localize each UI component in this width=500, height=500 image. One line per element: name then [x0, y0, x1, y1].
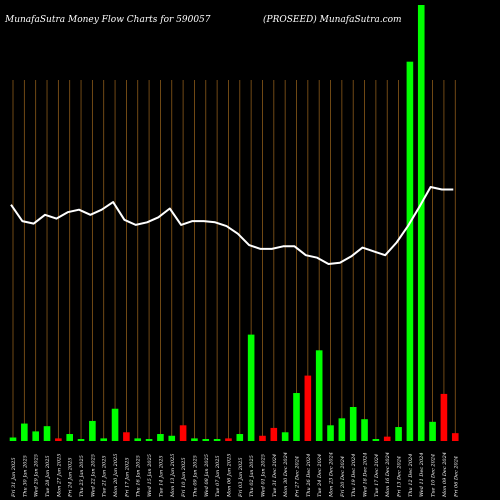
volume-bar	[77, 439, 85, 441]
volume-bar	[9, 437, 17, 441]
volume-bar	[213, 439, 221, 441]
volume-bar	[372, 439, 380, 441]
volume-bar	[315, 350, 323, 441]
volume-bar	[225, 438, 232, 441]
x-tick-label: Thu 12 Dec 2024	[408, 454, 414, 497]
volume-bar	[293, 393, 300, 441]
x-tick-label: Wed 01 Jan 2025	[260, 454, 266, 497]
x-tick-label: Fri 31 Jan 2025	[11, 457, 17, 498]
volume-bar	[281, 432, 289, 441]
volume-bar	[417, 5, 425, 441]
volume-bar	[111, 408, 119, 441]
x-tick-label: Thu 09 Jan 2025	[192, 455, 198, 497]
volume-bar	[43, 426, 51, 441]
volume-bar	[440, 393, 448, 441]
volume-bar	[451, 433, 459, 441]
x-tick-label: Thu 19 Dec 2024	[351, 454, 357, 497]
x-tick-label: Mon 30 Dec 2024	[283, 452, 289, 498]
volume-bar	[259, 435, 266, 441]
volume-bar	[168, 435, 176, 441]
x-tick-label: Fri 10 Jan 2025	[181, 457, 187, 498]
x-tick-label: Wed 08 Jan 2025	[204, 454, 210, 497]
volume-bar	[123, 432, 130, 441]
volume-bar	[21, 423, 28, 441]
volume-bar	[145, 439, 153, 441]
x-tick-label: Tue 10 Dec 2024	[431, 454, 437, 497]
volume-bar	[304, 375, 312, 441]
x-tick-label: Wed 29 Jan 2025	[34, 454, 40, 497]
x-tick-label: Mon 27 Jan 2025	[56, 454, 62, 498]
volume-bar	[191, 438, 198, 441]
volume-bar	[270, 427, 278, 441]
x-tick-label: Mon 13 Jan 2025	[170, 454, 176, 498]
x-tick-labels: Fri 31 Jan 2025 Thu 30 Jan 2025 Wed 29 Jan…	[11, 452, 459, 498]
x-tick-label: Fri 27 Dec 2024	[295, 456, 301, 498]
volume-bar	[55, 438, 62, 441]
x-tick-label: Fri 06 Dec 2024	[453, 456, 459, 498]
x-tick-label: Mon 09 Dec 2024	[442, 452, 448, 498]
x-tick-label: Thu 23 Jan 2025	[79, 455, 85, 497]
volume-bar	[100, 438, 108, 441]
x-tick-label: Tue 14 Jan 2025	[158, 455, 164, 497]
chart-title-right: (PROSEED) MunafaSutra.com	[263, 14, 402, 25]
x-tick-label: Fri 20 Dec 2024	[340, 456, 346, 498]
volume-bar	[236, 434, 244, 441]
x-tick-label: Fri 13 Dec 2024	[397, 456, 403, 498]
volume-bar	[349, 406, 357, 441]
volume-bar	[89, 420, 96, 441]
price-line	[10, 186, 454, 265]
x-tick-label: Wed 11 Dec 2024	[419, 452, 425, 497]
x-tick-label: Tue 28 Jan 2025	[45, 455, 51, 497]
x-tick-label: Mon 16 Dec 2024	[385, 452, 391, 498]
x-tick-label: Wed 18 Dec 2024	[363, 452, 369, 497]
x-tick-label: Thu 16 Jan 2025	[136, 455, 142, 497]
volume-bar	[395, 427, 402, 441]
volume-bar	[179, 425, 187, 441]
volume-bar	[32, 431, 39, 441]
volume-bar	[247, 334, 255, 441]
volume-bar	[327, 425, 334, 441]
x-tick-label: Mon 06 Jan 2025	[226, 454, 232, 498]
x-tick-label: Thu 30 Jan 2025	[22, 455, 28, 497]
volume-bar	[361, 419, 368, 441]
x-tick-label: Fri 24 Jan 2025	[68, 457, 74, 498]
volume-bar	[134, 438, 142, 441]
volume-bar	[406, 61, 414, 442]
chart-title-left: MunafaSutra Money Flow Charts for 590057	[4, 15, 211, 25]
x-tick-label: Mon 20 Jan 2025	[113, 454, 119, 498]
x-tick-label: Fri 03 Jan 2025	[238, 457, 244, 498]
x-tick-label: Mon 23 Dec 2024	[329, 452, 335, 498]
volume-bar	[202, 439, 210, 441]
volume-bar	[157, 434, 164, 441]
x-tick-label: Thu 26 Dec 2024	[306, 454, 312, 497]
x-tick-label: Tue 24 Dec 2024	[317, 454, 323, 497]
x-tick-label: Wed 15 Jan 2025	[147, 454, 153, 497]
x-tick-label: Wed 22 Jan 2025	[90, 454, 96, 497]
x-tick-label: Thu 02 Jan 2025	[249, 455, 255, 497]
x-tick-label: Tue 31 Dec 2024	[272, 454, 278, 497]
volume-bars	[9, 5, 459, 442]
x-tick-label: Tue 21 Jan 2025	[102, 455, 108, 497]
volume-bar	[429, 421, 436, 441]
volume-bar	[383, 436, 391, 441]
volume-bar	[338, 418, 346, 441]
x-tick-label: Fri 17 Jan 2025	[124, 457, 130, 498]
volume-bar	[66, 434, 73, 441]
x-tick-label: Tue 07 Jan 2025	[215, 455, 221, 497]
x-tick-label: Tue 17 Dec 2024	[374, 454, 380, 497]
